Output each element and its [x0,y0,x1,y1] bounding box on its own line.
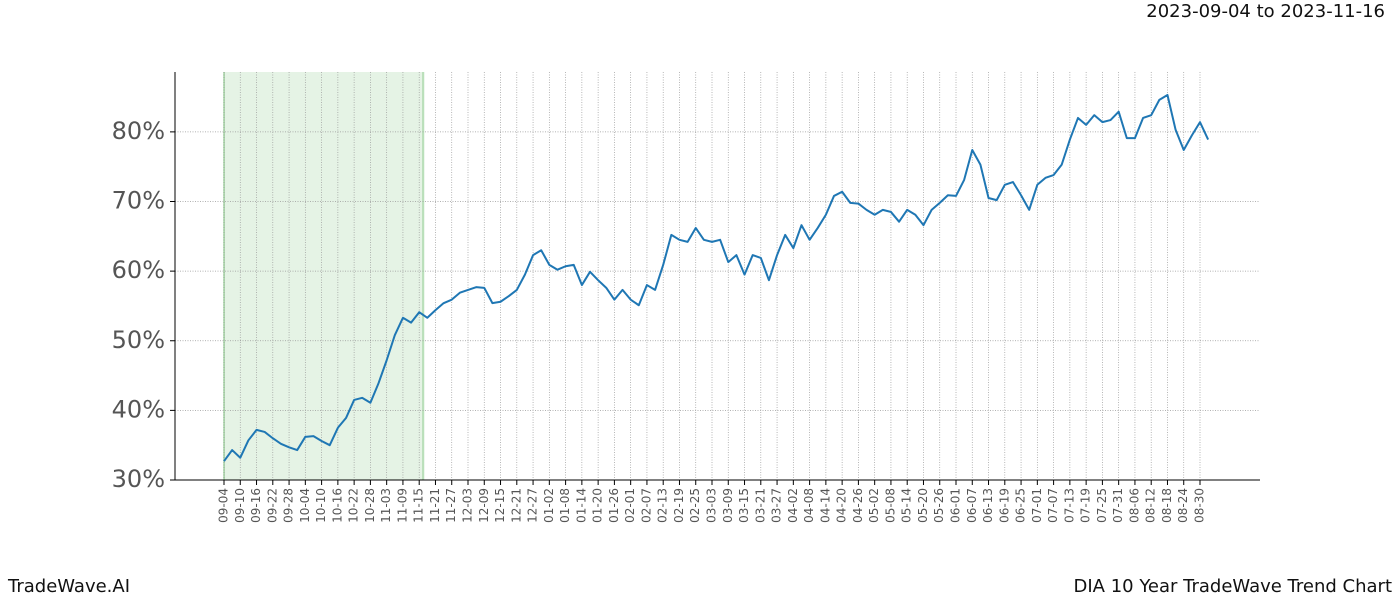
x-tick-label: 07-07 [1046,488,1060,523]
x-tick-label: 03-15 [737,488,751,523]
x-tick-label: 10-22 [347,488,361,523]
x-tick-label: 06-13 [981,488,995,523]
x-tick-label: 04-20 [835,488,849,523]
x-tick-label: 04-26 [851,488,865,523]
x-tick-label: 10-10 [314,488,328,523]
x-tick-label: 03-27 [770,488,784,523]
x-tick-label: 08-30 [1193,488,1207,523]
y-tick-label: 70% [112,187,165,215]
x-tick-label: 11-09 [395,488,409,523]
x-tick-label: 09-04 [217,488,231,523]
x-tick-label: 03-03 [705,488,719,523]
highlight-span [224,72,424,480]
y-tick-label: 60% [112,256,165,284]
x-tick-label: 04-08 [802,488,816,523]
x-tick-label: 10-28 [363,488,377,523]
x-tick-label: 05-26 [932,488,946,523]
x-tick-label: 11-15 [412,488,426,523]
x-tick-label: 06-01 [949,488,963,523]
x-tick-label: 07-25 [1095,488,1109,523]
x-tick-label: 09-22 [265,488,279,523]
y-tick-label: 40% [112,395,165,423]
x-tick-label: 03-21 [753,488,767,523]
x-tick-label: 09-10 [233,488,247,523]
x-tick-label: 01-20 [591,488,605,523]
x-tick-label: 01-02 [542,488,556,523]
x-tick-label: 05-08 [883,488,897,523]
footer-left: TradeWave.AI [7,576,130,597]
x-tick-label: 07-31 [1111,488,1125,523]
x-tick-label: 12-27 [526,488,540,523]
x-tick-label: 08-12 [1144,488,1158,523]
x-tick-label: 05-14 [900,488,914,523]
x-tick-label: 09-28 [282,488,296,523]
x-tick-label: 12-03 [461,488,475,523]
x-tick-label: 05-02 [867,488,881,523]
x-tick-label: 10-16 [330,488,344,523]
footer-right: DIA 10 Year TradeWave Trend Chart [1073,576,1392,597]
y-tick-label: 30% [112,465,165,493]
x-tick-label: 01-26 [607,488,621,523]
x-tick-label: 12-09 [477,488,491,523]
chart-title: 2023-09-04 to 2023-11-16 [1146,1,1385,22]
x-tick-label: 10-04 [298,488,312,523]
x-tick-label: 02-07 [639,488,653,523]
y-tick-label: 80% [112,117,165,145]
x-tick-label: 08-18 [1160,488,1174,523]
x-tick-label: 02-19 [672,488,686,523]
x-tick-label: 11-03 [379,488,393,523]
x-tick-label: 02-01 [623,488,637,523]
x-tick-label: 01-08 [558,488,572,523]
x-tick-label: 06-19 [997,488,1011,523]
x-tick-label: 07-19 [1079,488,1093,523]
trend-line [223,93,1210,462]
x-tick-label: 07-01 [1030,488,1044,523]
x-tick-label: 06-07 [965,488,979,523]
x-tick-label: 07-13 [1062,488,1076,523]
x-tick-label: 03-09 [721,488,735,523]
x-tick-label: 12-21 [509,488,523,523]
x-tick-label: 01-14 [574,488,588,523]
x-tick-label: 02-25 [688,488,702,523]
x-tick-label: 12-15 [493,488,507,523]
y-tick-label: 50% [112,326,165,354]
x-tick-label: 06-25 [1014,488,1028,523]
x-tick-label: 05-20 [916,488,930,523]
x-tick-label: 09-16 [249,488,263,523]
x-tick-label: 04-14 [818,488,832,523]
x-tick-label: 04-02 [786,488,800,523]
x-tick-label: 08-06 [1127,488,1141,523]
x-tick-label: 11-27 [444,488,458,523]
x-tick-label: 11-21 [428,488,442,523]
x-tick-label: 02-13 [656,488,670,523]
x-tick-label: 08-24 [1176,488,1190,523]
